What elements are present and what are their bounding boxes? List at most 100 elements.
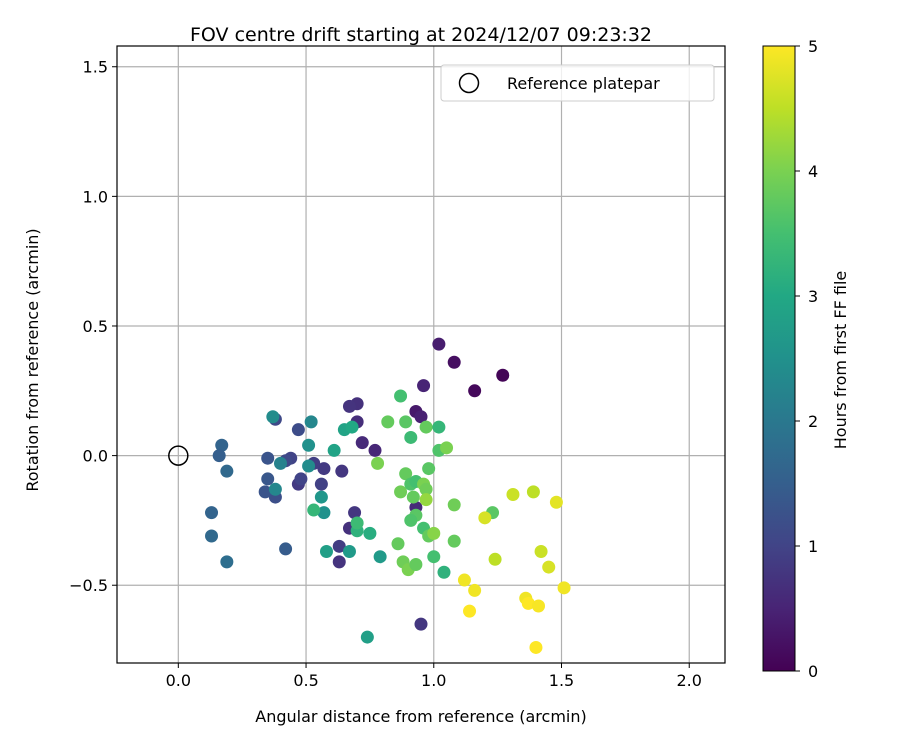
data-point xyxy=(360,630,374,644)
colorbar-tick-label: 0 xyxy=(808,662,818,681)
y-tick-label: 1.5 xyxy=(83,58,108,77)
data-point xyxy=(422,462,436,476)
data-point xyxy=(557,581,571,595)
legend: Reference platepar xyxy=(440,64,715,102)
y-tick-label: 1.0 xyxy=(83,187,108,206)
data-point xyxy=(409,557,423,571)
x-tick-label: 2.0 xyxy=(677,671,702,690)
data-point xyxy=(468,384,482,398)
data-point xyxy=(432,420,446,434)
data-point xyxy=(314,490,328,504)
data-point xyxy=(488,552,502,566)
data-point xyxy=(314,477,328,491)
data-point xyxy=(215,438,229,452)
data-point xyxy=(468,583,482,597)
x-tick-label: 0.0 xyxy=(166,671,191,690)
colorbar-tick-label: 3 xyxy=(808,287,818,306)
data-point xyxy=(419,482,433,496)
data-point xyxy=(368,443,382,457)
data-point xyxy=(534,545,548,559)
data-point xyxy=(205,506,219,520)
data-point xyxy=(317,462,331,476)
x-tick-label: 1.5 xyxy=(549,671,574,690)
data-point xyxy=(335,464,349,478)
data-point xyxy=(391,537,405,551)
data-point xyxy=(350,516,364,530)
data-point xyxy=(414,410,428,424)
data-point xyxy=(258,485,272,499)
colorbar xyxy=(762,45,796,672)
data-point xyxy=(261,451,275,465)
data-point xyxy=(363,526,377,540)
data-point xyxy=(457,573,471,587)
data-point xyxy=(437,565,451,579)
data-point xyxy=(394,389,408,403)
y-axis-label: Rotation from reference (arcmin) xyxy=(23,228,42,491)
x-tick-label: 1.0 xyxy=(421,671,446,690)
reference-platepar-marker xyxy=(168,445,189,466)
data-point xyxy=(419,493,433,507)
data-point xyxy=(427,550,441,564)
colorbar-tick-label: 1 xyxy=(808,537,818,556)
colorbar-ticks: 0 1 2 3 4 5 xyxy=(795,37,818,681)
data-point xyxy=(496,368,510,382)
data-point xyxy=(447,355,461,369)
data-point xyxy=(319,545,333,559)
data-point xyxy=(294,472,308,486)
x-tick-label: 0.5 xyxy=(293,671,318,690)
data-point xyxy=(419,420,433,434)
data-point xyxy=(417,379,431,393)
data-point xyxy=(332,555,346,569)
data-point xyxy=(212,449,226,463)
data-point xyxy=(327,443,341,457)
legend-box xyxy=(440,64,715,102)
data-point xyxy=(371,456,385,470)
data-point xyxy=(355,436,369,450)
data-point xyxy=(291,423,305,437)
y-tick-label: 0.5 xyxy=(83,317,108,336)
data-point xyxy=(220,555,234,569)
data-point xyxy=(332,539,346,553)
data-point xyxy=(394,485,408,499)
chart-title: FOV centre drift starting at 2024/12/07 … xyxy=(190,24,652,46)
data-point xyxy=(307,503,321,517)
y-tick-label: 0.0 xyxy=(83,447,108,466)
legend-label: Reference platepar xyxy=(507,74,660,93)
x-axis-label: Angular distance from reference (arcmin) xyxy=(255,707,586,726)
data-point xyxy=(427,526,441,540)
data-point xyxy=(373,550,387,564)
data-point xyxy=(268,482,282,496)
y-axis-ticks: −0.5 0.0 0.5 1.0 1.5 xyxy=(69,58,117,595)
data-point xyxy=(404,430,418,444)
data-point xyxy=(529,640,543,654)
data-point xyxy=(542,560,556,574)
data-point xyxy=(440,441,454,455)
data-point xyxy=(273,456,287,470)
y-tick-label: −0.5 xyxy=(69,576,108,595)
data-point xyxy=(261,472,275,486)
data-point xyxy=(279,542,293,556)
data-point xyxy=(399,467,413,481)
data-point xyxy=(447,498,461,512)
data-point xyxy=(345,420,359,434)
data-point xyxy=(342,399,356,413)
data-point xyxy=(432,337,446,351)
data-point xyxy=(205,529,219,543)
data-point xyxy=(304,415,318,429)
colorbar-label: Hours from first FF file xyxy=(831,271,850,450)
data-point xyxy=(302,438,316,452)
data-point xyxy=(532,599,546,613)
data-point xyxy=(549,495,563,509)
data-point xyxy=(526,485,540,499)
plot-frame xyxy=(116,45,726,664)
colorbar-tick-label: 5 xyxy=(808,37,818,56)
data-point xyxy=(381,415,395,429)
data-points xyxy=(205,337,571,654)
colorbar-tick-label: 2 xyxy=(808,412,818,431)
data-point xyxy=(463,604,477,618)
data-point xyxy=(342,545,356,559)
x-axis-ticks: 0.0 0.5 1.0 1.5 2.0 xyxy=(166,663,702,690)
data-point xyxy=(348,506,362,520)
legend-open-circle-icon xyxy=(458,72,480,94)
